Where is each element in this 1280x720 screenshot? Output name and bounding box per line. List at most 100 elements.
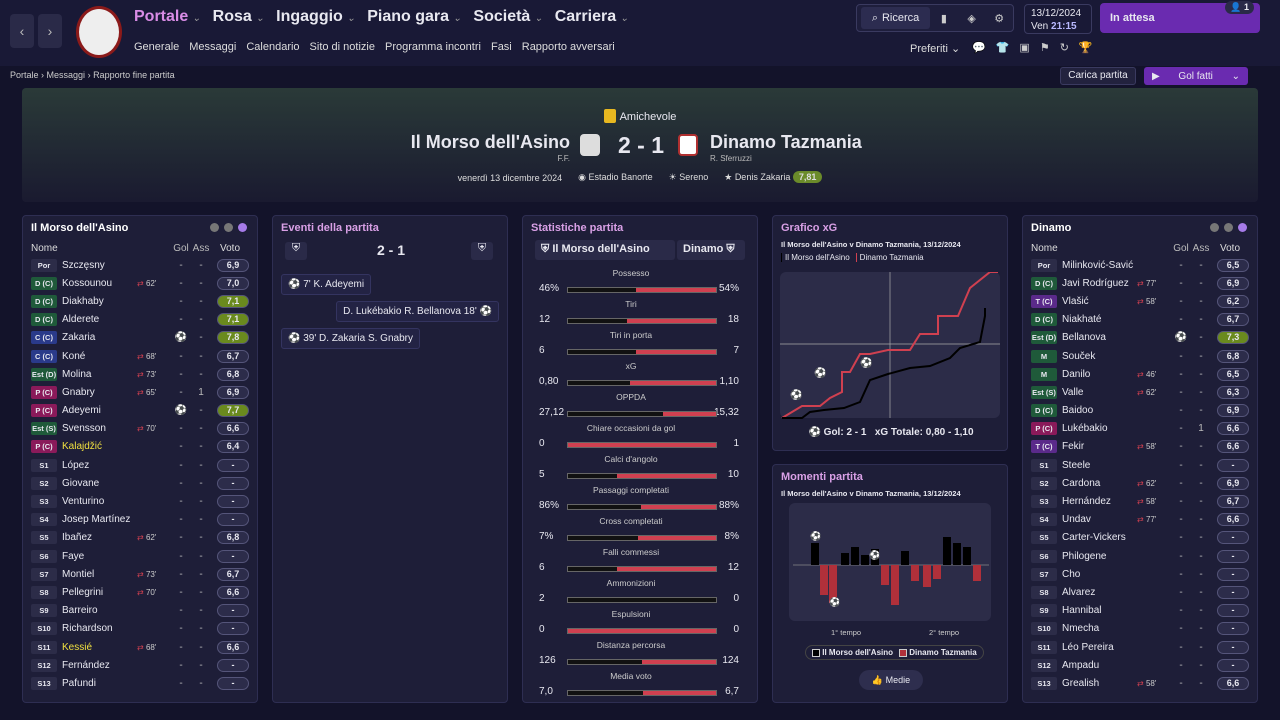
player-name[interactable]: Barreiro bbox=[62, 605, 98, 617]
player-name[interactable]: Valle bbox=[1062, 386, 1084, 398]
player-row[interactable]: S1 López - - - bbox=[23, 456, 257, 474]
club-crest-icon[interactable] bbox=[76, 6, 122, 58]
event-goal[interactable]: ⚽ 7' K. Adeyemi bbox=[281, 274, 372, 295]
player-row[interactable]: D (C) Diakhaby - - 7,1 bbox=[23, 292, 257, 310]
player-row[interactable]: S2 Cardona ⇄ 62' - - 6,9 bbox=[1023, 474, 1257, 492]
load-match-button[interactable]: Carica partita bbox=[1060, 67, 1136, 85]
goals-dropdown-button[interactable]: ▶ Gol fatti ⌄ bbox=[1144, 67, 1248, 85]
player-name[interactable]: Baidoo bbox=[1062, 405, 1094, 417]
player-name[interactable]: Cho bbox=[1062, 568, 1081, 580]
player-of-match[interactable]: ★ Denis Zakaria 7,81 bbox=[724, 171, 823, 183]
player-name[interactable]: Giovane bbox=[62, 477, 100, 489]
player-row[interactable]: S7 Montiel ⇄ 73' - - 6,7 bbox=[23, 565, 257, 583]
player-row[interactable]: D (C) Javi Rodríguez ⇄ 77' - - 6,9 bbox=[1023, 274, 1257, 292]
back-button[interactable]: ‹ bbox=[10, 14, 34, 48]
player-row[interactable]: S6 Faye - - - bbox=[23, 547, 257, 565]
refresh-icon[interactable]: ↻ bbox=[1059, 42, 1069, 54]
menu-portale[interactable]: Portale ⌄ bbox=[134, 8, 201, 25]
player-name[interactable]: Undav bbox=[1062, 514, 1091, 526]
player-row[interactable]: S1 Steele - - - bbox=[1023, 456, 1257, 474]
menu-carriera[interactable]: Carriera ⌄ bbox=[554, 8, 629, 25]
bookmark-icon[interactable]: ▮ bbox=[940, 12, 947, 25]
forward-button[interactable]: › bbox=[38, 14, 62, 48]
player-name[interactable]: Diakhaby bbox=[62, 295, 104, 307]
player-name[interactable]: Kalajdžić bbox=[62, 441, 103, 453]
player-row[interactable]: S10 Nmecha - - - bbox=[1023, 620, 1257, 638]
chat-icon[interactable]: 💬 bbox=[972, 42, 986, 54]
player-row[interactable]: S11 Kessié ⇄ 68' - - 6,6 bbox=[23, 638, 257, 656]
player-name[interactable]: Philogene bbox=[1062, 550, 1107, 562]
player-name[interactable]: Kessié bbox=[62, 641, 93, 653]
player-name[interactable]: Josep Martínez bbox=[62, 514, 131, 526]
view-toggle[interactable] bbox=[1210, 223, 1247, 232]
player-name[interactable]: Ampadu bbox=[1062, 659, 1100, 671]
player-name[interactable]: Richardson bbox=[62, 623, 113, 635]
player-row[interactable]: D (C) Baidoo - - 6,9 bbox=[1023, 402, 1257, 420]
player-row[interactable]: Est (D) Bellanova ⚽ - 7,3 bbox=[1023, 329, 1257, 347]
player-row[interactable]: C (C) Zakaria ⚽ - 7,8 bbox=[23, 329, 257, 347]
card-icon[interactable]: ▣ bbox=[1019, 42, 1030, 54]
player-name[interactable]: Adeyemi bbox=[62, 405, 101, 417]
player-name[interactable]: Koné bbox=[62, 350, 86, 362]
submenu-fasi[interactable]: Fasi bbox=[490, 41, 512, 53]
player-row[interactable]: P (C) Kalajdžić - - 6,4 bbox=[23, 438, 257, 456]
player-row[interactable]: S13 Grealish ⇄ 58' - - 6,6 bbox=[1023, 674, 1257, 692]
away-team-name[interactable]: Dinamo Tazmania bbox=[710, 132, 862, 152]
player-name[interactable]: Nmecha bbox=[1062, 623, 1100, 635]
player-row[interactable]: S3 Hernández ⇄ 58' - - 6,7 bbox=[1023, 492, 1257, 510]
submenu-calendario[interactable]: Calendario bbox=[246, 41, 300, 53]
player-name[interactable]: Lukébakio bbox=[1062, 423, 1108, 435]
player-row[interactable]: S7 Cho - - - bbox=[1023, 565, 1257, 583]
menu-societa[interactable]: Società ⌄ bbox=[473, 8, 543, 25]
player-row[interactable]: C (C) Koné ⇄ 68' - - 6,7 bbox=[23, 347, 257, 365]
player-row[interactable]: P (C) Gnabry ⇄ 65' - 1 6,9 bbox=[23, 383, 257, 401]
menu-piano-gara[interactable]: Piano gara ⌄ bbox=[367, 8, 462, 25]
player-name[interactable]: López bbox=[62, 459, 90, 471]
player-row[interactable]: S13 Pafundi - - - bbox=[23, 674, 257, 692]
view-toggle[interactable] bbox=[210, 223, 247, 232]
trophy-icon[interactable]: 🏆 bbox=[1078, 42, 1093, 54]
player-name[interactable]: Carter-Vickers bbox=[1062, 532, 1126, 544]
player-row[interactable]: S12 Fernández - - - bbox=[23, 656, 257, 674]
player-row[interactable]: S9 Hannibal - - - bbox=[1023, 602, 1257, 620]
submenu-notizie[interactable]: Sito di notizie bbox=[309, 41, 375, 53]
player-name[interactable]: Venturino bbox=[62, 496, 105, 508]
player-name[interactable]: Cardona bbox=[1062, 477, 1101, 489]
player-row[interactable]: S5 Carter-Vickers - - - bbox=[1023, 529, 1257, 547]
player-name[interactable]: Fernández bbox=[62, 659, 110, 671]
player-row[interactable]: S4 Josep Martínez - - - bbox=[23, 511, 257, 529]
player-name[interactable]: Szczęsny bbox=[62, 259, 105, 271]
player-row[interactable]: S10 Richardson - - - bbox=[23, 620, 257, 638]
averages-button[interactable]: 👍 Medie bbox=[859, 670, 923, 690]
search-button[interactable]: ⌕ Ricerca bbox=[861, 7, 931, 29]
player-name[interactable]: Vlašić bbox=[1062, 295, 1089, 307]
player-row[interactable]: S9 Barreiro - - - bbox=[23, 602, 257, 620]
player-name[interactable]: Molina bbox=[62, 368, 92, 380]
shield-icon[interactable]: ◈ bbox=[967, 12, 976, 25]
event-goal[interactable]: D. Lukébakio R. Bellanova 18' ⚽ bbox=[336, 301, 499, 322]
player-name[interactable]: Alderete bbox=[62, 314, 100, 326]
player-row[interactable]: S8 Pellegrini ⇄ 70' - - 6,6 bbox=[23, 583, 257, 601]
player-row[interactable]: S11 Léo Pereira - - - bbox=[1023, 638, 1257, 656]
menu-ingaggio[interactable]: Ingaggio ⌄ bbox=[276, 8, 356, 25]
shirt-icon[interactable]: 👕 bbox=[995, 42, 1010, 54]
player-row[interactable]: Est (D) Molina ⇄ 73' - - 6,8 bbox=[23, 365, 257, 383]
gear-icon[interactable]: ⚙ bbox=[994, 12, 1005, 25]
player-name[interactable]: Gnabry bbox=[62, 386, 95, 398]
player-name[interactable]: Kossounou bbox=[62, 277, 113, 289]
player-name[interactable]: Bellanova bbox=[1062, 332, 1106, 344]
player-name[interactable]: Faye bbox=[62, 550, 85, 562]
home-team-name[interactable]: Il Morso dell'Asino bbox=[410, 132, 570, 152]
player-name[interactable]: Ibañez bbox=[62, 532, 93, 544]
date-display[interactable]: 13/12/2024 Ven 21:15 bbox=[1024, 4, 1092, 34]
player-row[interactable]: T (C) Vlašić ⇄ 58' - - 6,2 bbox=[1023, 292, 1257, 310]
player-row[interactable]: M Souček - - 6,8 bbox=[1023, 347, 1257, 365]
player-row[interactable]: D (C) Niakhaté - - 6,7 bbox=[1023, 311, 1257, 329]
player-row[interactable]: M Danilo ⇄ 46' - - 6,5 bbox=[1023, 365, 1257, 383]
player-row[interactable]: T (C) Fekir ⇄ 58' - - 6,6 bbox=[1023, 438, 1257, 456]
player-name[interactable]: Hannibal bbox=[1062, 605, 1102, 617]
tactics-icon[interactable]: ⚑ bbox=[1039, 42, 1050, 54]
submenu-rapporto[interactable]: Rapporto avversari bbox=[521, 41, 615, 53]
player-name[interactable]: Zakaria bbox=[62, 332, 96, 344]
player-name[interactable]: Souček bbox=[1062, 350, 1096, 362]
